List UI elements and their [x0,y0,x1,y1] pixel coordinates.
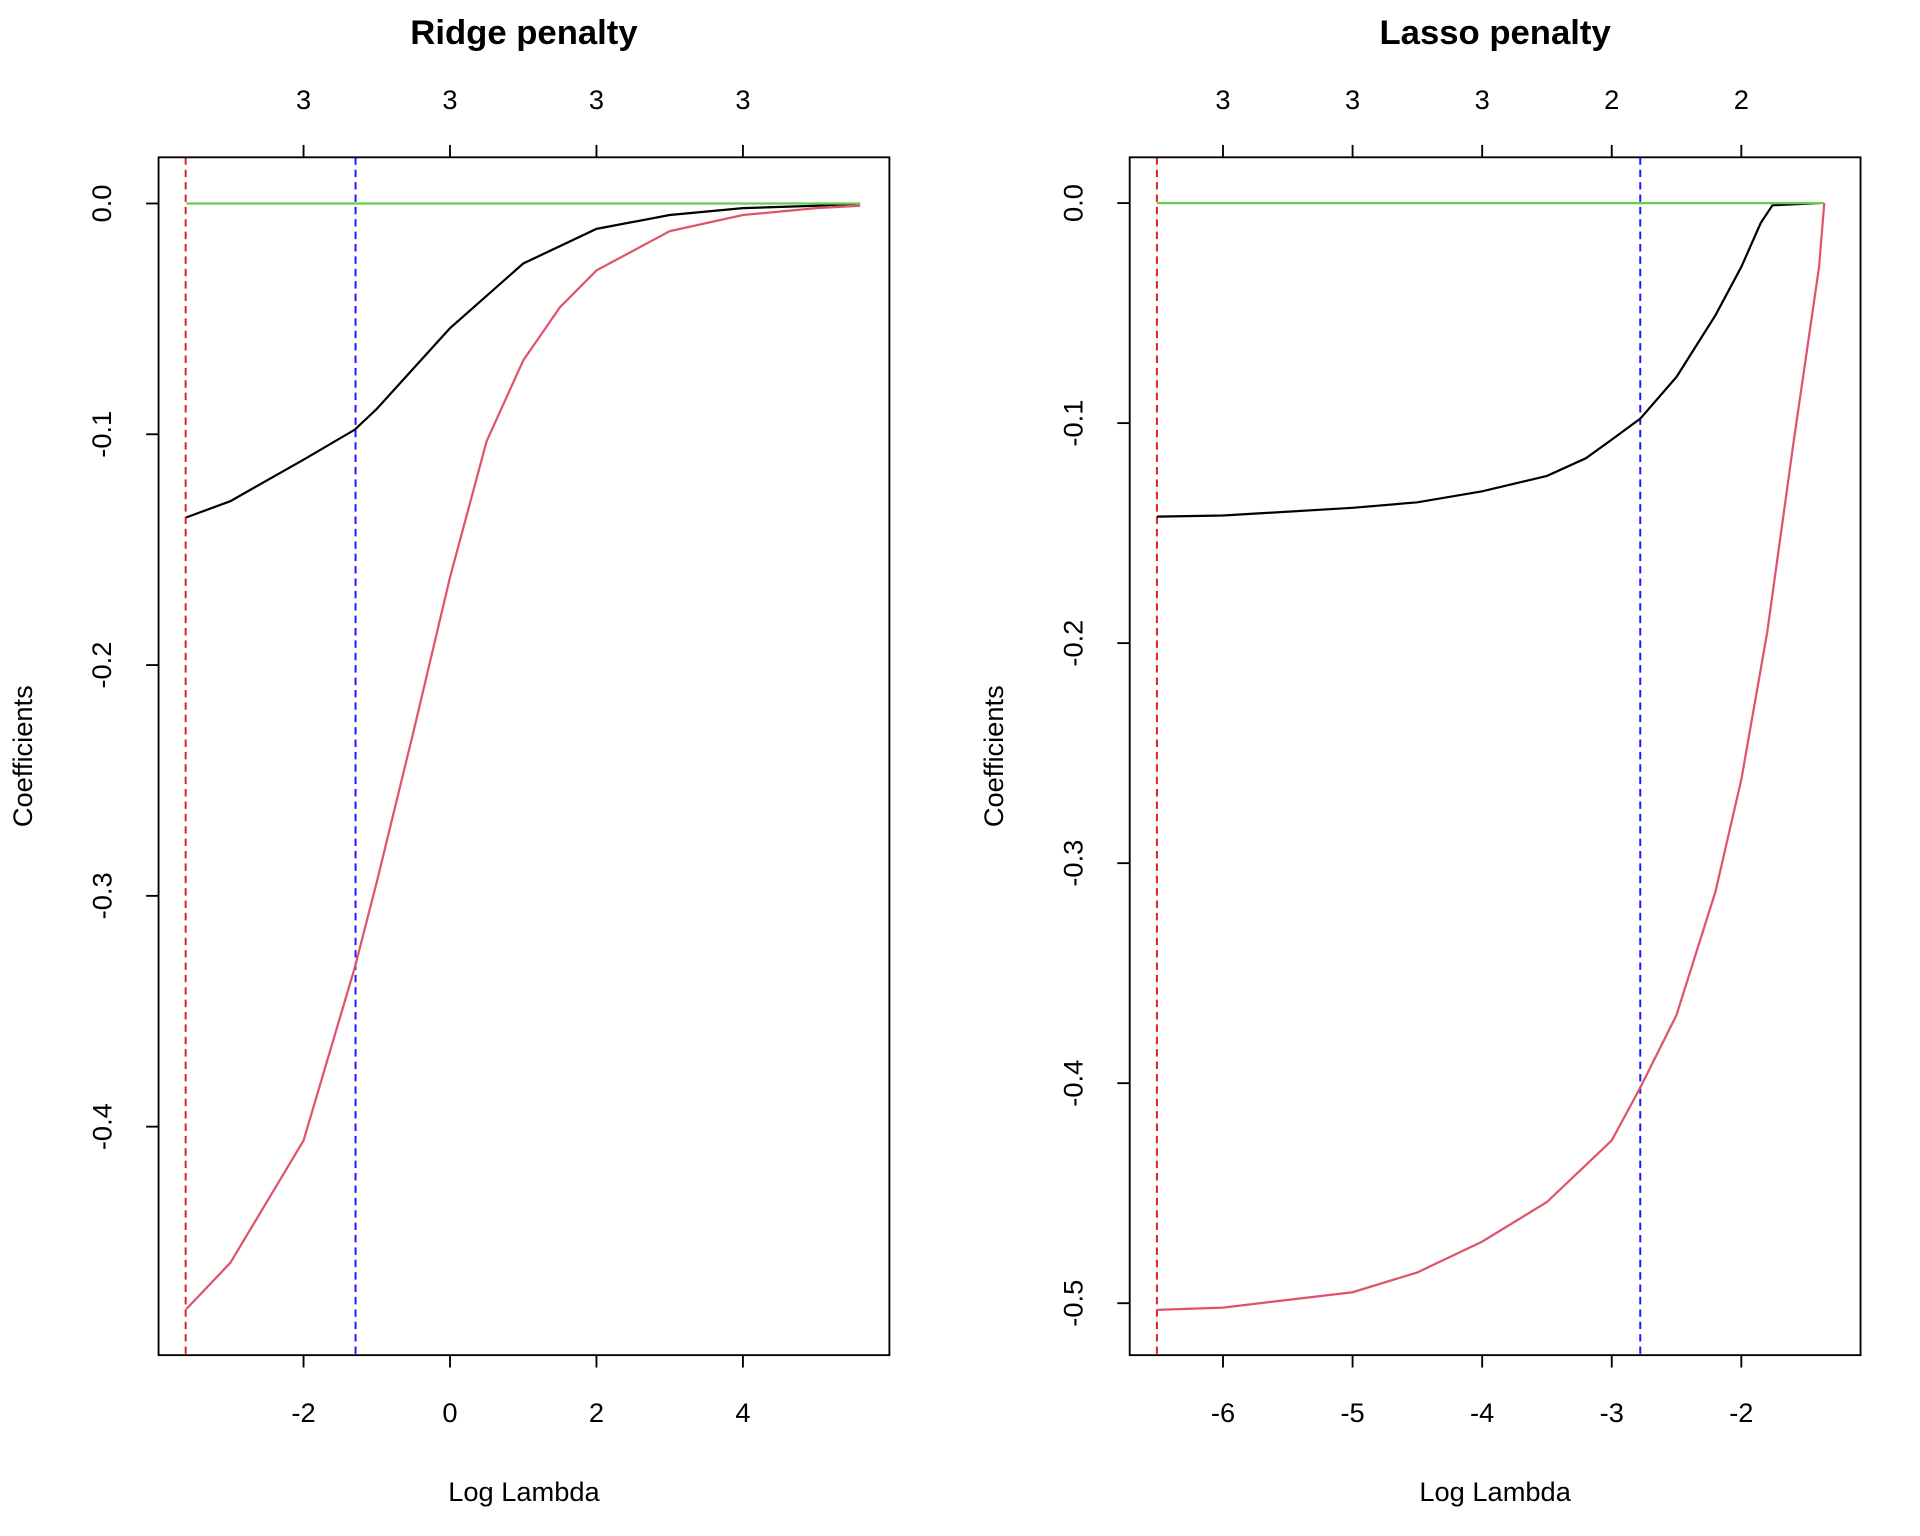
x-tick-label: -2 [291,1397,315,1428]
top-tick-label: 3 [1215,84,1230,115]
chart-title: Lasso penalty [1380,14,1612,52]
y-tick-label: -0.2 [86,642,117,689]
x-tick-label: -6 [1211,1397,1235,1428]
x-tick-label: -5 [1340,1397,1364,1428]
y-tick-label: -0.2 [1057,620,1088,667]
y-tick-label: 0.0 [1057,184,1088,222]
x-axis-label: Log Lambda [1419,1476,1571,1507]
coefficient-line [185,204,861,1310]
y-tick-label: -0.5 [1057,1280,1088,1327]
top-tick-label: 2 [1734,84,1749,115]
x-tick-label: 0 [442,1397,457,1428]
y-tick-label: 0.0 [86,185,117,223]
x-tick-label: 2 [589,1397,604,1428]
y-tick-label: -0.4 [1057,1060,1088,1107]
coefficient-line [185,202,861,519]
x-axis-label: Log Lambda [448,1476,600,1507]
chart-title: Ridge penalty [410,14,638,52]
x-tick-label: 4 [735,1397,750,1428]
top-tick-label: 3 [1345,84,1360,115]
plot-frame [1128,156,1862,1357]
y-tick-label: -0.1 [86,411,117,458]
y-axis-label: Coefficients [7,685,38,827]
y-tick-label: -0.1 [1057,400,1088,447]
top-tick-label: 3 [735,84,750,115]
y-tick-label: -0.3 [86,872,117,919]
top-tick-label: 2 [1604,84,1619,115]
coefficient-line [1156,202,1826,1311]
y-axis-label: Coefficients [978,685,1009,827]
top-tick-label: 3 [589,84,604,115]
top-tick-label: 3 [296,84,311,115]
x-tick-label: -3 [1600,1397,1624,1428]
plot-frame [157,156,891,1357]
y-tick-label: -0.4 [86,1103,117,1150]
coefficient-line [1156,201,1820,518]
top-tick-label: 3 [442,84,457,115]
x-tick-label: -4 [1470,1397,1494,1428]
y-tick-label: -0.3 [1057,840,1088,887]
top-tick-label: 3 [1475,84,1490,115]
x-tick-label: -2 [1729,1397,1753,1428]
